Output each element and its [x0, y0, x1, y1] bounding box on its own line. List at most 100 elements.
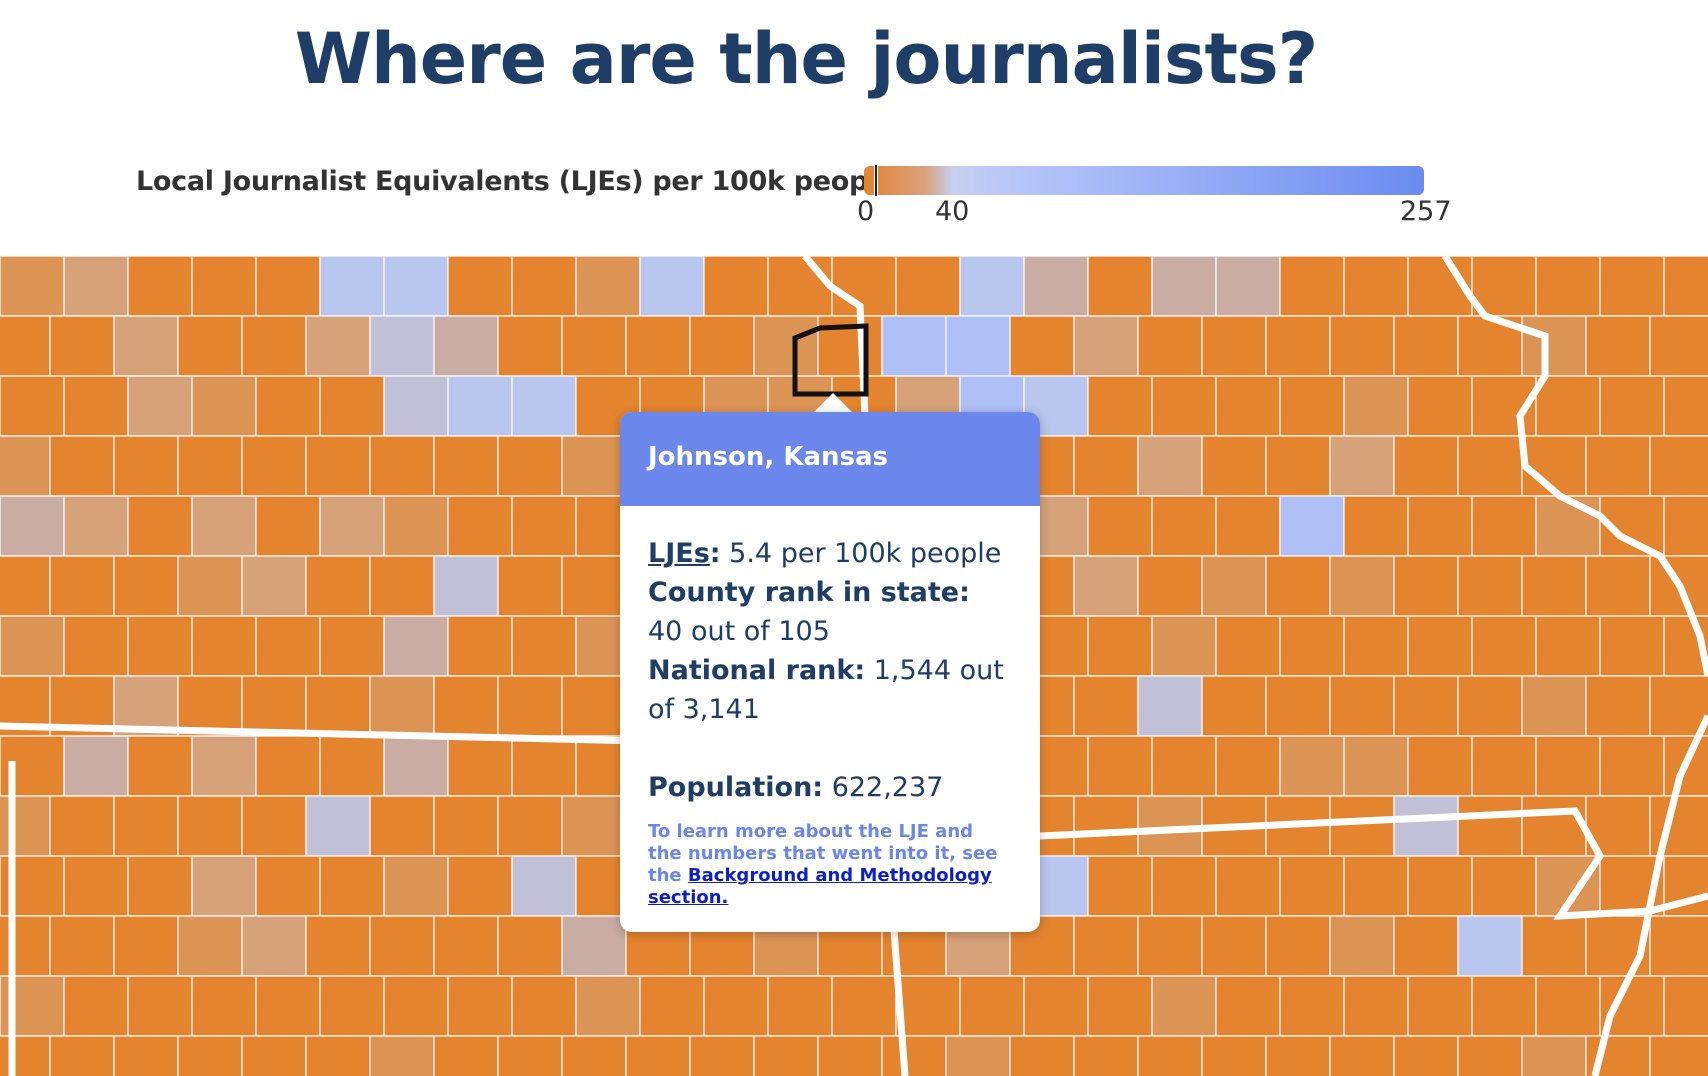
county-cell: [1087, 495, 1153, 557]
county-cell: [1009, 1035, 1075, 1076]
county-cell: [1265, 435, 1331, 497]
county-cell: [1343, 975, 1409, 1037]
county-cell: [753, 315, 819, 377]
county-cell: [1215, 855, 1281, 917]
county-cell: [255, 855, 321, 917]
county-cell: [1393, 315, 1459, 377]
county-cell: [383, 735, 449, 797]
ljes-row: LJEs: 5.4 per 100k people: [648, 538, 1002, 569]
national-rank-label: National rank:: [648, 655, 866, 686]
county-cell: [575, 975, 641, 1037]
county-cell: [1023, 975, 1089, 1037]
county-cell: [0, 555, 51, 617]
county-cell: [1329, 315, 1395, 377]
county-cell: [305, 795, 371, 857]
county-cell: [383, 615, 449, 677]
county-cell: [561, 915, 627, 977]
county-cell: [1649, 915, 1708, 977]
county-cell: [625, 1035, 691, 1076]
county-cell: [575, 256, 641, 317]
county-cell: [1521, 795, 1587, 857]
county-cell: [1585, 555, 1651, 617]
county-cell: [497, 915, 563, 977]
county-cell: [497, 315, 563, 377]
county-cell: [511, 256, 577, 317]
county-cell: [63, 855, 129, 917]
legend-tick-min: 0: [857, 196, 875, 227]
county-cell: [241, 795, 307, 857]
county-cell: [127, 375, 193, 437]
county-cell: [1023, 256, 1089, 317]
county-cell: [1471, 975, 1537, 1037]
county-cell: [1087, 256, 1153, 317]
county-cell: [1663, 495, 1708, 557]
county-cell: [63, 735, 129, 797]
legend-gradient-bar: [864, 166, 1424, 195]
county-cell: [305, 435, 371, 497]
county-cell: [0, 495, 65, 557]
county-cell: [369, 435, 435, 497]
county-cell: [959, 256, 1025, 317]
county-cell: [497, 795, 563, 857]
county-cell: [319, 615, 385, 677]
state-border-mississippi: [1442, 256, 1708, 677]
county-cell: [625, 315, 691, 377]
county-cell: [1073, 915, 1139, 977]
county-cell: [1023, 375, 1089, 437]
county-cell: [881, 315, 947, 377]
county-cell: [49, 555, 115, 617]
county-cell: [255, 256, 321, 317]
county-cell: [1521, 555, 1587, 617]
county-cell: [1585, 435, 1651, 497]
county-cell: [1407, 495, 1473, 557]
county-cell: [1201, 675, 1267, 737]
county-cell: [1201, 1035, 1267, 1076]
county-cell: [383, 375, 449, 437]
county-cell: [1329, 915, 1395, 977]
county-cell: [191, 256, 257, 317]
county-cell: [1599, 256, 1665, 317]
county-cell: [1457, 555, 1523, 617]
county-cell: [191, 735, 257, 797]
county-cell: [305, 915, 371, 977]
county-cell: [1073, 435, 1139, 497]
county-cell: [959, 975, 1025, 1037]
county-cell: [689, 1035, 755, 1076]
county-cell: [127, 735, 193, 797]
highlighted-county-outline: [792, 323, 869, 397]
state-border-missouri-river: [802, 256, 869, 417]
state-border-ks-ok: [1039, 807, 1708, 920]
county-cell: [447, 735, 513, 797]
county-cell: [1343, 735, 1409, 797]
county-cell: [1457, 1035, 1523, 1076]
county-cell: [1535, 975, 1601, 1037]
county-cell: [1599, 375, 1665, 437]
county-cell: [1343, 256, 1409, 317]
county-cell: [1137, 315, 1203, 377]
county-cell: [433, 1035, 499, 1076]
county-cell: [497, 675, 563, 737]
county-cell: [703, 975, 769, 1037]
county-rank-row: County rank in state: 40 out of 105: [648, 573, 1012, 651]
national-rank-value: 1,544 out of 3,141: [648, 655, 1004, 725]
county-cell: [1663, 855, 1708, 917]
county-rank-label: County rank in state:: [648, 577, 970, 608]
county-cell: [447, 256, 513, 317]
county-cell: [1585, 315, 1651, 377]
legend-value-marker: [874, 165, 878, 196]
county-cell: [1087, 735, 1153, 797]
tooltip-note: To learn more about the LJE and the numb…: [620, 807, 1040, 909]
county-cell: [63, 615, 129, 677]
county-cell: [1457, 795, 1523, 857]
county-cell: [433, 795, 499, 857]
county-cell: [319, 735, 385, 797]
county-cell: [0, 315, 51, 377]
county-cell: [561, 1035, 627, 1076]
county-cell: [1407, 975, 1473, 1037]
county-cell: [1137, 915, 1203, 977]
county-cell: [1329, 1035, 1395, 1076]
county-cell: [1393, 1035, 1459, 1076]
methodology-link[interactable]: Background and Methodology section.: [648, 865, 992, 908]
county-cell: [255, 735, 321, 797]
county-cell: [1151, 375, 1217, 437]
